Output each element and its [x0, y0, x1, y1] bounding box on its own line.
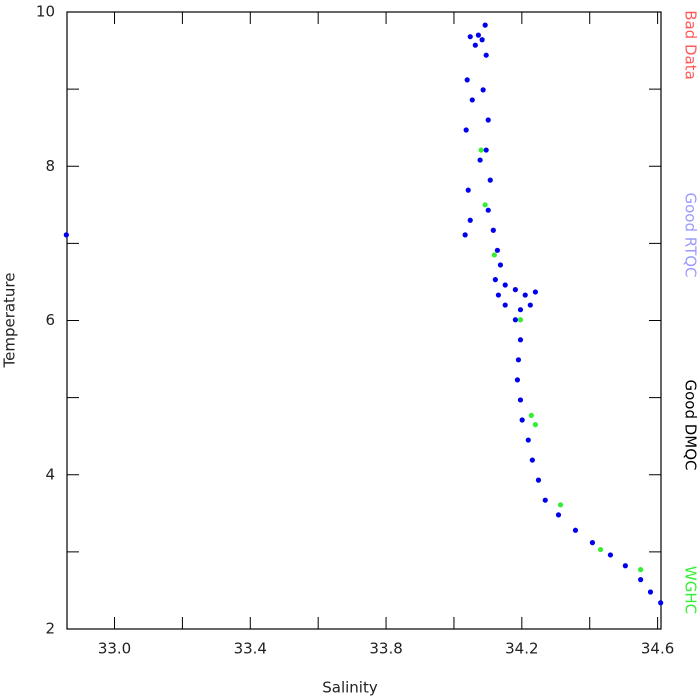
legend-entry: Good RTQC: [682, 192, 700, 277]
data-point: [462, 232, 468, 238]
data-point: [535, 477, 542, 483]
data-point: [512, 287, 518, 293]
data-point: [480, 87, 486, 93]
x-tick-label: 34.2: [505, 640, 538, 658]
data-point: [482, 202, 488, 208]
data-point: [477, 157, 483, 163]
data-point: [647, 589, 654, 595]
data-point: [512, 317, 518, 323]
data-point: [658, 600, 664, 606]
data-point: [494, 247, 500, 253]
data-point: [557, 502, 564, 508]
data-point: [527, 302, 533, 308]
data-point: [491, 252, 497, 258]
data-point: [464, 77, 470, 83]
data-point: [485, 117, 491, 123]
data-point: [542, 497, 548, 503]
data-point: [532, 422, 539, 428]
data-point: [517, 307, 524, 313]
data-point: [483, 147, 489, 153]
data-point: [472, 42, 478, 48]
y-tick-label: 2: [45, 620, 55, 638]
data-point: [525, 437, 531, 443]
data-point: [532, 289, 539, 295]
data-point: [465, 187, 471, 193]
data-point: [469, 97, 475, 103]
x-tick-label: 33.8: [369, 640, 402, 658]
data-point: [589, 540, 596, 546]
data-point: [597, 546, 604, 553]
data-point: [622, 563, 628, 569]
data-point: [514, 377, 521, 383]
data-point: [475, 32, 481, 38]
data-point: [502, 282, 508, 288]
data-point: [485, 207, 491, 213]
x-tick-label: 33.0: [98, 640, 131, 658]
data-point: [638, 577, 644, 583]
data-point: [487, 177, 493, 183]
data-point: [528, 412, 534, 418]
data-point: [519, 417, 525, 423]
y-tick-label: 10: [36, 3, 55, 21]
data-point: [607, 552, 614, 558]
y-tick-label: 4: [45, 465, 55, 483]
y-axis-label: Temperature: [1, 272, 19, 368]
data-point: [492, 277, 498, 283]
data-point: [479, 37, 485, 43]
data-point: [478, 147, 484, 153]
data-point: [555, 512, 562, 518]
data-point: [517, 337, 524, 343]
data-point: [517, 317, 524, 323]
y-tick-label: 6: [45, 311, 55, 329]
data-point: [517, 397, 524, 403]
data-point: [490, 227, 496, 233]
legend-entry: Bad Data: [682, 10, 700, 80]
data-point: [495, 292, 502, 298]
data-point: [572, 527, 579, 533]
data-point: [529, 457, 535, 463]
data-point: [63, 232, 69, 238]
y-tick-label: 8: [45, 157, 55, 175]
plot-frame: [66, 11, 662, 630]
data-point: [515, 357, 522, 363]
data-point: [482, 22, 488, 28]
data-point: [483, 52, 489, 58]
data-point: [638, 567, 644, 573]
data-point: [497, 262, 504, 268]
data-point: [522, 292, 528, 298]
data-point: [467, 34, 473, 40]
x-tick-label: 34.6: [641, 640, 674, 658]
legend-entry: Good DMQC: [682, 379, 700, 470]
data-point: [463, 127, 469, 133]
x-axis-label: Salinity: [322, 679, 378, 697]
data-point: [467, 217, 473, 223]
legend-entry: WGHC: [682, 566, 700, 614]
data-point: [502, 302, 508, 308]
x-tick-label: 33.4: [234, 640, 267, 658]
